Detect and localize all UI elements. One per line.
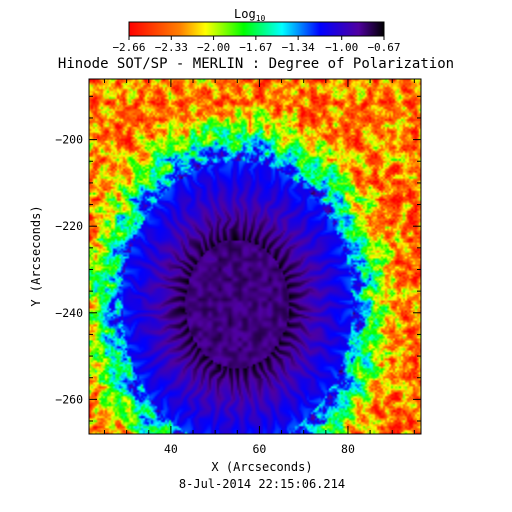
- colorbar-tick-label: −2.33: [155, 41, 188, 54]
- colorbar-tick-label: −0.67: [367, 41, 400, 54]
- colorbar-tick-label: −2.66: [112, 41, 145, 54]
- colorbar-title: Log10: [234, 7, 266, 23]
- y-axis-label: Y (Arcseconds): [29, 205, 43, 306]
- x-axis-label: X (Arcseconds): [211, 460, 312, 474]
- y-tick-label: −220: [55, 219, 83, 233]
- colorbar-tick-label: −1.67: [239, 41, 272, 54]
- x-tick-label: 40: [164, 442, 178, 456]
- y-tick-label: −260: [55, 392, 83, 406]
- y-tick-label: −200: [55, 133, 83, 147]
- y-tick-label: −240: [55, 306, 83, 320]
- colorbar-tick-label: −2.00: [197, 41, 230, 54]
- x-tick-label: 60: [252, 442, 266, 456]
- heatmap-image: [89, 79, 421, 434]
- x-tick-label: 80: [341, 442, 355, 456]
- colorbar-tick-label: −1.34: [282, 41, 315, 54]
- colorbar: [128, 21, 385, 37]
- colorbar-ticks: −2.66 −2.33 −2.00 −1.67 −1.34 −1.00 −0.67: [112, 36, 401, 54]
- timestamp: 8-Jul-2014 22:15:06.214: [179, 477, 345, 491]
- axis-ticks: 40 60 80 −200 −220 −240 −260: [55, 79, 421, 456]
- colorbar-tick-label: −1.00: [325, 41, 358, 54]
- plot-frame: [88, 78, 422, 435]
- chart-title: Hinode SOT/SP - MERLIN : Degree of Polar…: [58, 56, 454, 72]
